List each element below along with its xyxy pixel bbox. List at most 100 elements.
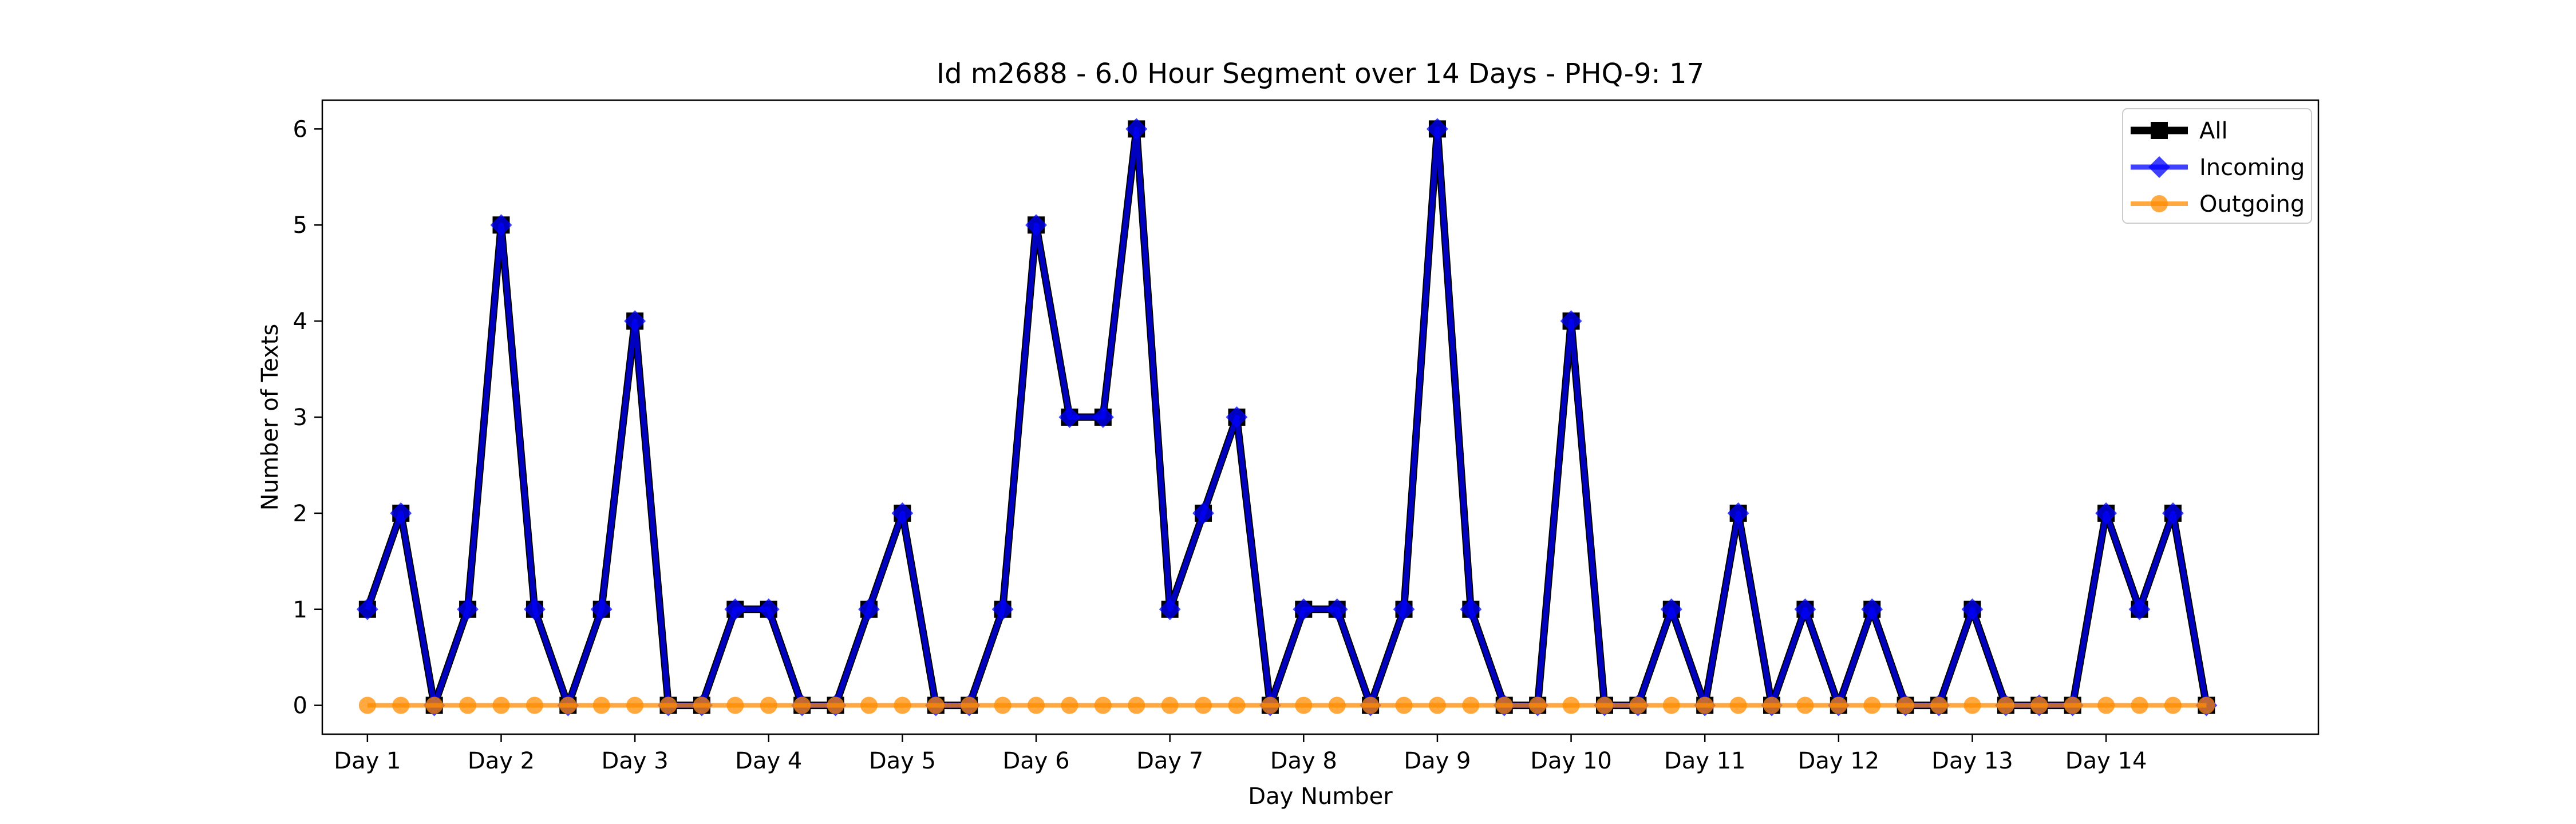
point-marker — [827, 696, 844, 714]
point-marker — [724, 598, 746, 620]
x-tick-label: Day 4 — [735, 748, 802, 774]
point-marker — [1961, 598, 1984, 620]
y-tick-label: 1 — [293, 597, 307, 623]
point-marker — [1861, 598, 1883, 620]
x-tick-label: Day 1 — [334, 748, 401, 774]
point-marker — [492, 696, 510, 714]
point-marker — [1195, 696, 1212, 714]
series-outgoing — [358, 696, 2215, 714]
point-marker — [1796, 696, 1814, 714]
point-marker — [392, 696, 410, 714]
point-marker — [526, 696, 543, 714]
x-tick-label: Day 11 — [1664, 748, 1746, 774]
x-tick-label: Day 9 — [1404, 748, 1471, 774]
point-marker — [726, 696, 744, 714]
x-tick-label: Day 2 — [468, 748, 535, 774]
y-tick-label: 2 — [293, 501, 307, 527]
point-marker — [994, 696, 1012, 714]
legend-box — [2122, 108, 2312, 224]
point-marker — [425, 696, 443, 714]
point-marker — [1328, 696, 1346, 714]
point-marker — [891, 502, 914, 524]
point-marker — [1128, 696, 1145, 714]
point-marker — [927, 696, 945, 714]
point-marker — [490, 214, 512, 236]
point-marker — [1595, 696, 1613, 714]
point-marker — [1061, 696, 1078, 714]
y-tick-label: 6 — [293, 116, 307, 142]
point-marker — [1495, 696, 1513, 714]
point-marker — [1662, 696, 1680, 714]
point-marker — [1863, 696, 1881, 714]
point-marker — [894, 696, 911, 714]
point-marker — [626, 696, 644, 714]
point-marker — [1930, 696, 1948, 714]
x-tick-label: Day 5 — [869, 748, 936, 774]
point-marker — [1094, 696, 1112, 714]
point-marker — [1529, 696, 1547, 714]
legend-item-outgoing: Outgoing — [2131, 191, 2305, 217]
point-marker — [1560, 310, 1582, 332]
point-marker — [1226, 406, 1248, 428]
point-marker — [459, 696, 477, 714]
x-tick-label: Day 3 — [602, 748, 669, 774]
point-marker — [1696, 696, 1714, 714]
point-marker — [1462, 696, 1480, 714]
point-marker — [1028, 696, 1045, 714]
x-tick-label: Day 8 — [1270, 748, 1337, 774]
point-marker — [1629, 696, 1647, 714]
point-marker — [2162, 502, 2184, 524]
point-marker — [1125, 118, 1148, 140]
point-marker — [659, 696, 677, 714]
point-marker — [1228, 696, 1246, 714]
point-marker — [1460, 598, 1482, 620]
point-marker — [2131, 696, 2148, 714]
legend-item-all: All — [2131, 118, 2228, 144]
point-marker — [1395, 696, 1413, 714]
legend-item-incoming: Incoming — [2131, 154, 2305, 181]
point-marker — [1426, 118, 1448, 140]
point-marker — [1794, 598, 1816, 620]
point-marker — [2128, 598, 2151, 620]
point-marker — [457, 598, 479, 620]
point-marker — [2198, 696, 2215, 714]
point-marker — [693, 696, 710, 714]
point-marker — [961, 696, 978, 714]
chart-title: Id m2688 - 6.0 Hour Segment over 14 Days… — [937, 58, 1704, 90]
x-axis-label: Day Number — [1248, 783, 1393, 810]
point-marker — [1326, 598, 1348, 620]
point-marker — [1295, 696, 1313, 714]
series-all — [358, 120, 2215, 714]
point-marker — [1562, 696, 1580, 714]
point-marker — [1393, 598, 1415, 620]
point-marker — [2030, 696, 2048, 714]
series-incoming — [356, 118, 2218, 716]
point-marker — [2164, 696, 2182, 714]
x-tick-label: Day 10 — [1530, 748, 1612, 774]
point-marker — [1660, 598, 1682, 620]
series-line — [365, 126, 2209, 708]
point-marker — [2097, 696, 2115, 714]
point-marker — [1058, 406, 1081, 428]
point-marker — [1763, 696, 1781, 714]
axis-ticks: Day 1 Day 2 Day 3 Day 4 Day 5 Day 6 Day 7 Day 8… — [293, 116, 2147, 774]
point-marker — [1428, 696, 1446, 714]
legend-label: All — [2199, 118, 2228, 144]
point-marker — [390, 502, 412, 524]
point-marker — [590, 598, 613, 620]
point-marker — [1161, 696, 1179, 714]
x-tick-label: Day 12 — [1798, 748, 1880, 774]
point-marker — [1963, 696, 1981, 714]
y-tick-label: 3 — [293, 405, 307, 431]
point-marker — [1727, 502, 1749, 524]
point-marker — [793, 696, 811, 714]
point-marker — [860, 696, 878, 714]
point-marker — [592, 696, 610, 714]
point-marker — [356, 598, 378, 620]
y-tick-label: 5 — [293, 212, 307, 239]
point-marker — [1897, 696, 1914, 714]
y-tick-label: 0 — [293, 693, 307, 719]
point-marker — [1830, 696, 1847, 714]
